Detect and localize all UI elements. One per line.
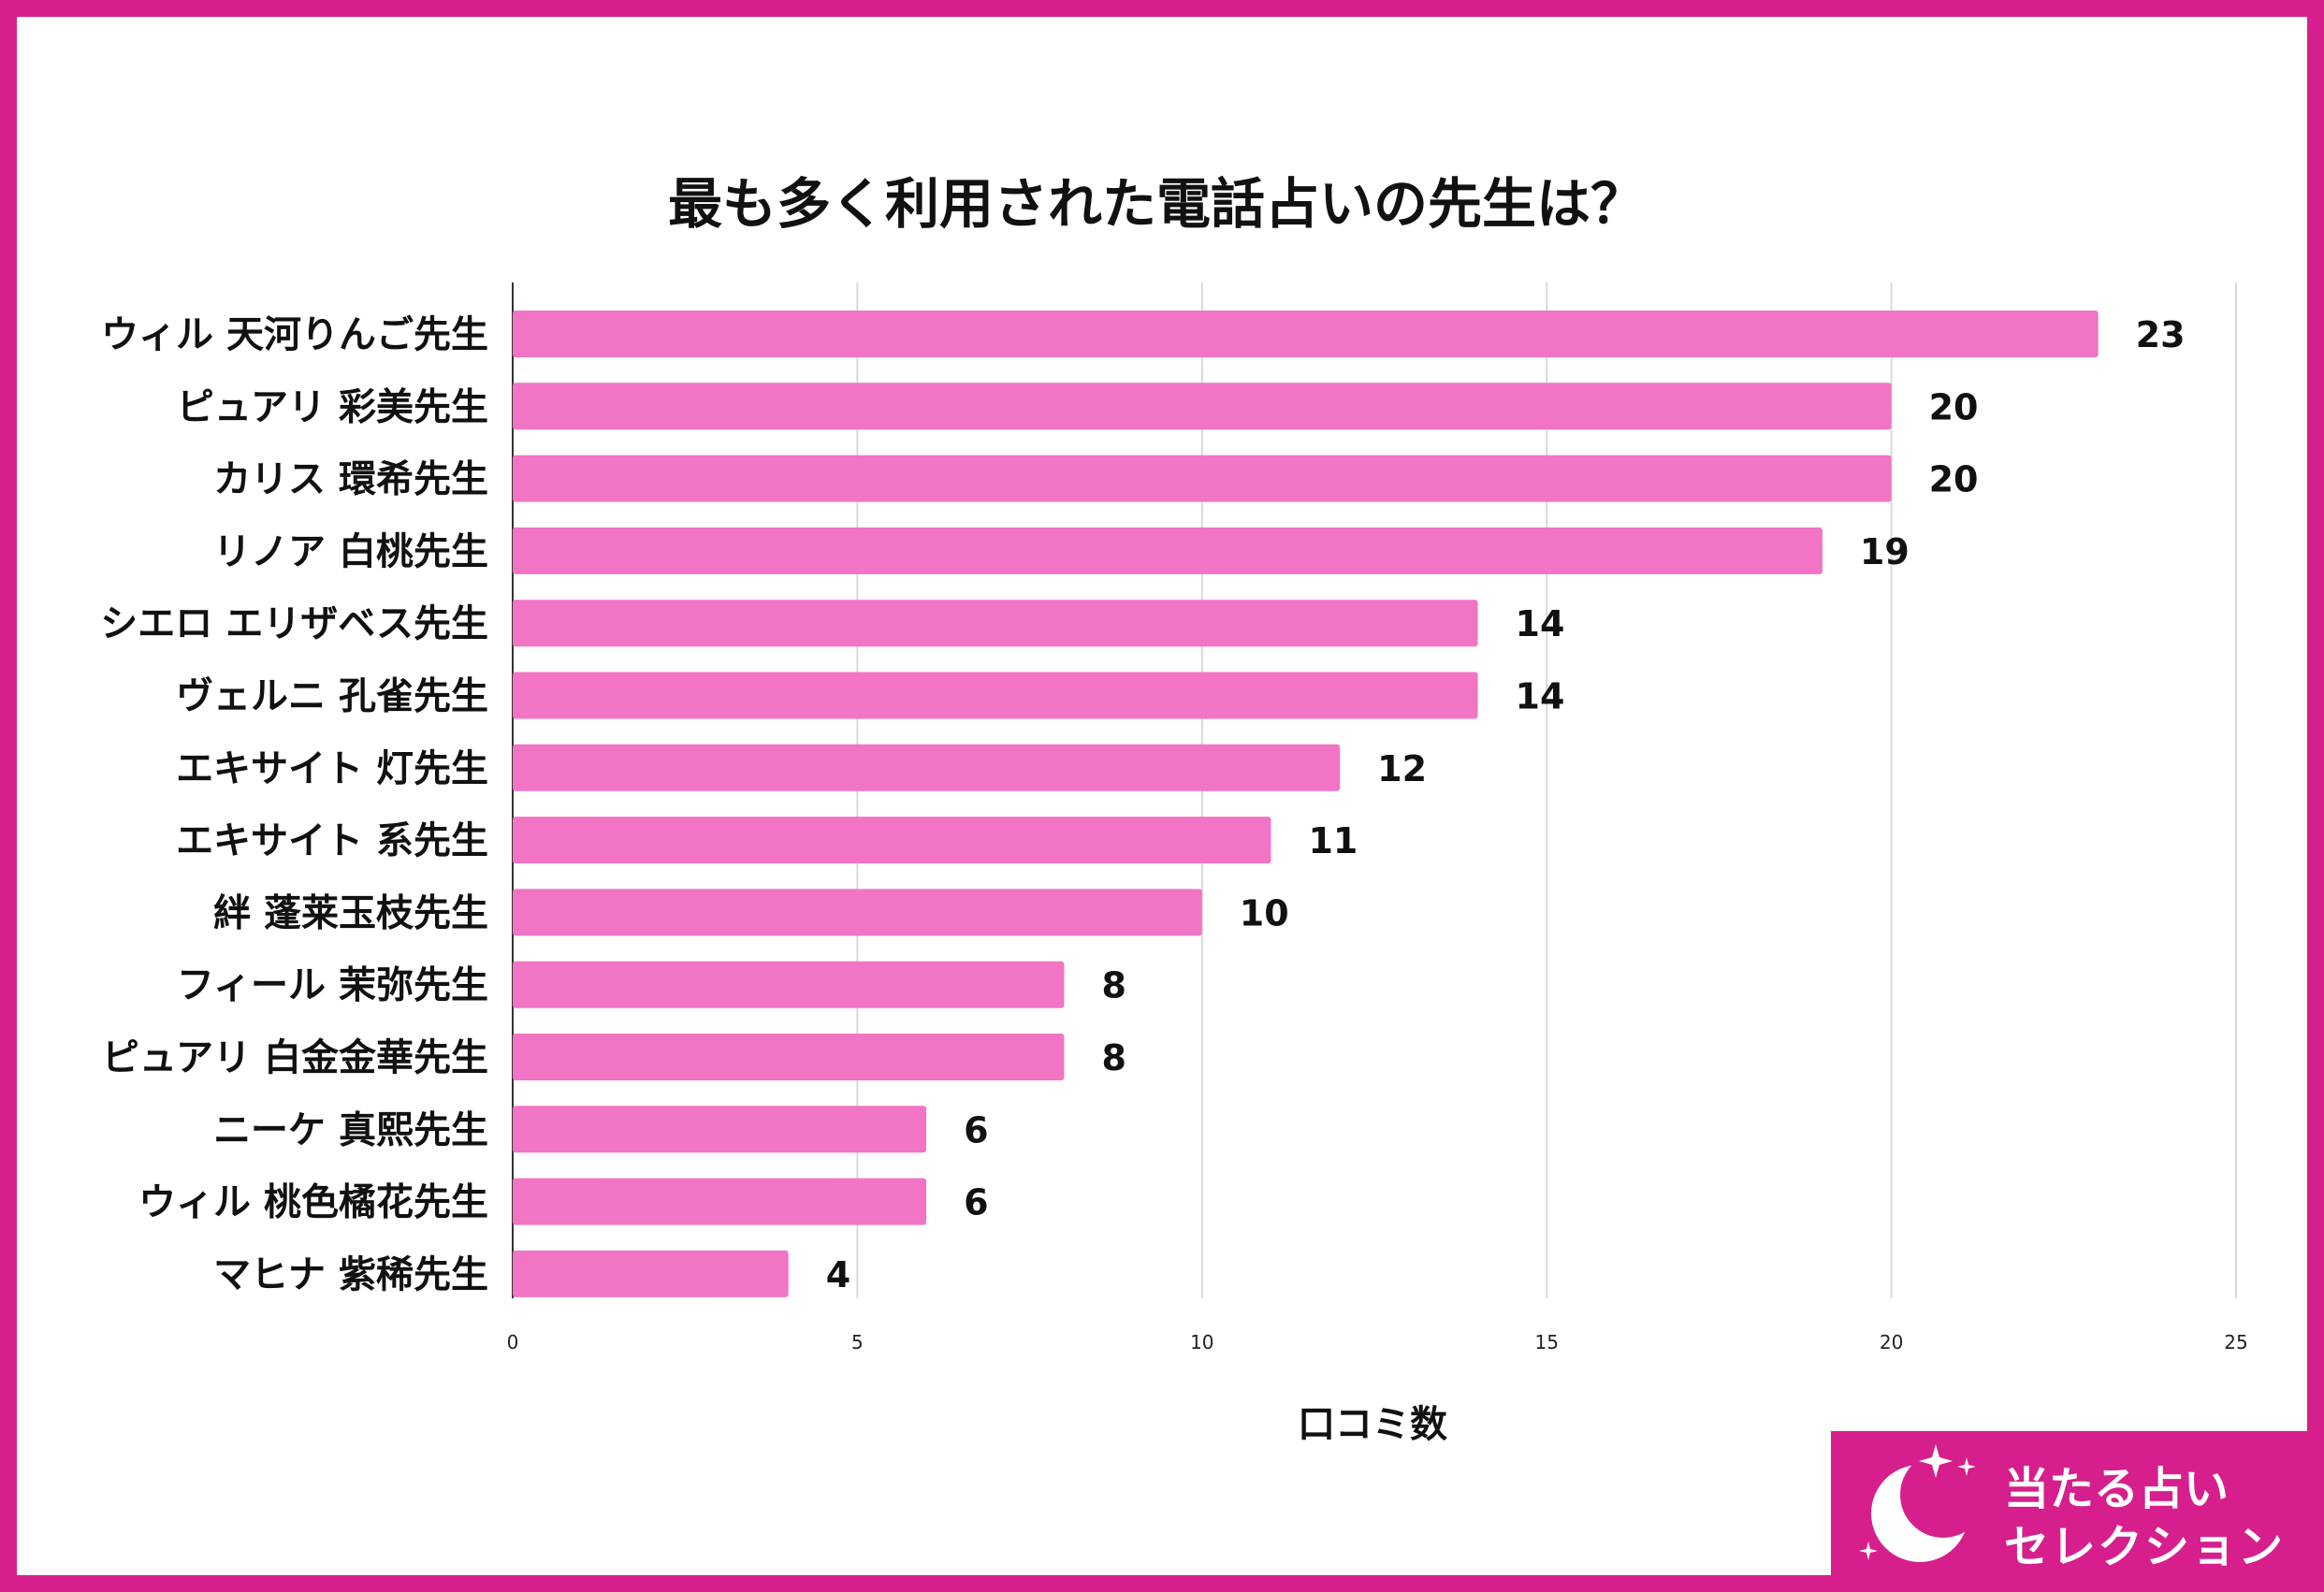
value-label: 10 (1240, 892, 1289, 933)
value-label: 6 (964, 1109, 988, 1151)
value-label: 14 (1516, 603, 1565, 644)
brand-badge: 当たる占い セレクション (1831, 1431, 2308, 1581)
bar (513, 1250, 789, 1297)
bar (513, 1178, 927, 1225)
bar (513, 527, 1823, 574)
x-tick-label: 10 (1190, 1331, 1213, 1353)
value-label: 20 (1929, 386, 1979, 427)
bar (513, 383, 1892, 430)
bar (513, 455, 1892, 502)
value-label: 8 (1101, 965, 1126, 1006)
x-axis-label: 口コミ数 (1298, 1403, 1447, 1446)
category-label: ウィル 桃色橘花先生 (138, 1181, 488, 1224)
category-label: エキサイト 系先生 (176, 819, 488, 862)
x-tick-label: 5 (851, 1331, 864, 1353)
value-label: 23 (2136, 314, 2186, 355)
bar (513, 672, 1478, 719)
x-tick-label: 15 (1534, 1331, 1558, 1353)
x-tick-label: 0 (507, 1331, 519, 1353)
bar (513, 961, 1065, 1008)
category-label: エキサイト 灯先生 (176, 747, 488, 790)
category-label: マヒナ 紫稀先生 (213, 1253, 488, 1296)
value-label: 12 (1377, 748, 1427, 789)
category-label: ピュアリ 彩美先生 (177, 385, 488, 428)
bars (513, 311, 2099, 1297)
value-label: 11 (1308, 820, 1358, 861)
category-label: ウィル 天河りんご先生 (101, 313, 488, 356)
badge-title-line2: セレクション (2004, 1521, 2286, 1573)
value-label: 14 (1516, 676, 1565, 717)
value-label: 20 (1929, 459, 1979, 500)
category-label: ピュアリ 白金金華先生 (102, 1036, 488, 1079)
chart-title: 最も多く利用された電話占いの先生は？ (668, 172, 1645, 236)
bar (513, 600, 1478, 647)
x-axis-ticks: 0 5 10 15 20 25 (507, 1331, 2248, 1353)
value-label: 6 (964, 1182, 988, 1223)
value-label: 19 (1860, 531, 1910, 572)
value-label: 4 (826, 1254, 850, 1295)
bar (513, 1106, 927, 1153)
bar (513, 1034, 1065, 1080)
bar (513, 744, 1341, 791)
category-label: フィール 茉弥先生 (177, 964, 488, 1007)
category-label: 絆 蓬莱玉枝先生 (213, 891, 488, 934)
category-label: ヴェルニ 孔雀先生 (176, 675, 488, 718)
category-label: ニーケ 真熙先生 (213, 1108, 488, 1151)
bar (513, 311, 2099, 357)
x-tick-label: 20 (1880, 1331, 1903, 1353)
bar (513, 817, 1271, 864)
bar (513, 889, 1202, 936)
category-label: カリス 環希先生 (213, 458, 488, 501)
crescent-moon-icon (1859, 1444, 1986, 1562)
value-label: 8 (1101, 1037, 1126, 1078)
value-labels: 23 20 20 19 14 14 12 11 10 8 8 6 6 4 (826, 314, 2186, 1295)
category-label: シエロ エリザベス先生 (100, 602, 488, 645)
x-tick-label: 25 (2224, 1331, 2247, 1353)
category-label: リノア 白桃先生 (213, 530, 488, 573)
badge-title-line1: 当たる占い (2004, 1463, 2230, 1515)
